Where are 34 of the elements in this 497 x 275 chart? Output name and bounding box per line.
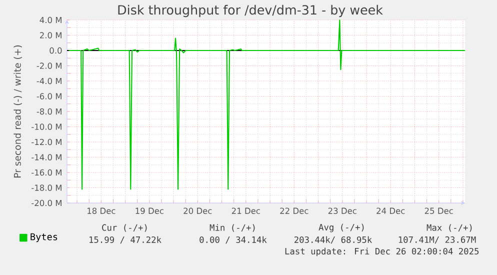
text: 15.99 / 47.22k [90,236,162,244]
y-tick-label: -16.0 M [32,169,62,176]
x-tick-label: 24 Dec [376,208,405,214]
y-tick-label: -6.0 M [36,93,62,100]
y-tick-label: 2.0 M [40,32,62,38]
x-tick-label: 21 Dec [232,208,260,214]
x-tick-label: 22 Dec [280,208,308,214]
y-tick-label: -18.0 M [32,184,62,191]
x-tick-label: 20 Dec [184,208,212,214]
text: 203.44k/ 68.95k [294,236,372,244]
x-tick-label: 19 Dec [136,208,164,214]
y-tick-label: -10.0 M [32,124,62,130]
text: Avg (-/+) [318,224,364,232]
y-tick-label: -4.0 M [36,78,62,84]
text: Cur (-/+) [102,224,147,232]
y-tick-label: -20.0 M [32,200,62,206]
text: Min (-/+) [210,224,255,232]
y-tick-label: -8.0 M [36,108,62,115]
text: Last update: Fri Dec 26 02:00:04 2025 [285,248,479,256]
x-tick-label: 18 Dec [88,208,116,214]
legend-label: Bytes [30,233,58,242]
y-tick-label: -2.0 M [36,62,62,69]
line-series [68,19,466,190]
text: 0.00 / 34.14k [200,236,267,244]
y-tick-label: 4.0 M [40,16,62,24]
text: Max (-/+) [426,224,472,232]
y-tick-label: 0.0 [50,47,62,54]
x-tick-label: 23 Dec [328,208,356,214]
y-tick-label: -14.0 M [32,154,62,160]
text: 107.41M/ 23.67M [398,236,476,244]
x-tick-label: 25 Dec [424,208,453,214]
y-tick-label: -12.0 M [32,138,62,146]
chart-title: Disk throughput for /dev/dm-31 - by week [118,4,383,18]
y-axis-title: Pr second read (-) / write (+) [14,45,22,178]
